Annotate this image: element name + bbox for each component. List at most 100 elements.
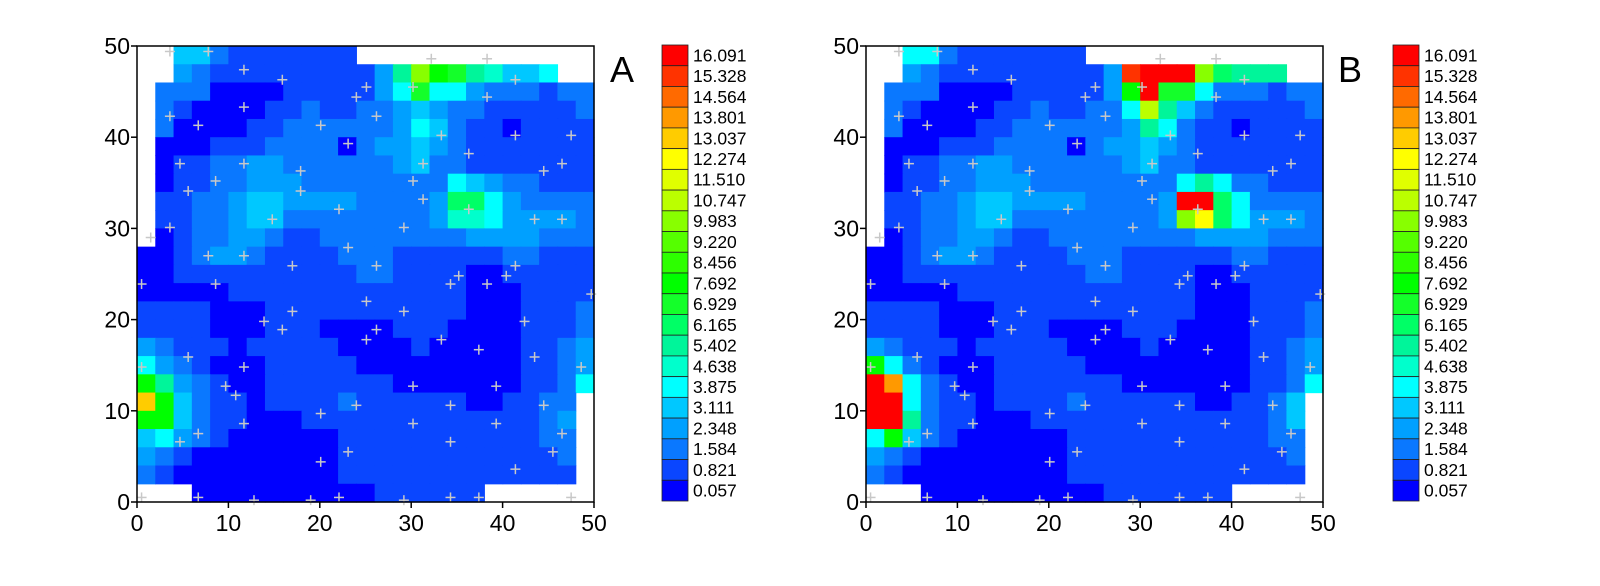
- heatmap-cell: [137, 319, 156, 339]
- heatmap-cell: [1249, 283, 1269, 302]
- x-tick-label: 20: [307, 510, 333, 536]
- heatmap-cell: [1249, 228, 1269, 248]
- heatmap-cell: [191, 283, 211, 302]
- x-tick-label: 10: [216, 510, 242, 536]
- heatmap-cell: [1085, 374, 1105, 394]
- heatmap-cell: [228, 173, 248, 193]
- colorbar-label: 0.057: [693, 481, 737, 501]
- heatmap-cell: [1030, 392, 1050, 412]
- heatmap-cell: [520, 356, 540, 375]
- heatmap-cell: [920, 447, 940, 467]
- colorbar-swatch: [661, 210, 689, 232]
- heatmap-cell: [191, 264, 211, 284]
- sample-point: [967, 418, 978, 429]
- heatmap-cell: [1195, 137, 1214, 157]
- heatmap-cell: [246, 100, 266, 120]
- colorbar-label: 12.274: [693, 149, 747, 169]
- heatmap-cell: [484, 173, 504, 193]
- heatmap-cell: [1121, 264, 1141, 284]
- heatmap-cell: [1067, 356, 1086, 375]
- heatmap-cell: [993, 137, 1013, 157]
- colorbar-label: 2.348: [1424, 418, 1468, 438]
- heatmap-cell: [1085, 64, 1105, 84]
- colorbar-swatch: [1392, 417, 1420, 440]
- heatmap-cell: [1158, 356, 1178, 375]
- heatmap-cell: [210, 465, 229, 485]
- heatmap-cell: [429, 118, 449, 138]
- heatmap-cell: [902, 301, 922, 321]
- heatmap-cell: [993, 465, 1013, 485]
- heatmap-cell: [993, 392, 1013, 412]
- heatmap-cell: [301, 319, 321, 339]
- sample-point: [174, 436, 185, 447]
- heatmap-cell: [1121, 319, 1141, 339]
- heatmap-cell: [155, 356, 175, 375]
- heatmap-cell: [191, 64, 211, 84]
- heatmap-cell: [374, 410, 394, 430]
- heatmap-cell: [1085, 301, 1105, 321]
- sample-point: [418, 158, 429, 169]
- heatmap-cell: [1140, 392, 1160, 412]
- heatmap-cell: [264, 374, 284, 394]
- heatmap-cell: [1103, 137, 1123, 157]
- sample-point: [1267, 165, 1278, 176]
- heatmap-cell: [1249, 410, 1269, 430]
- heatmap-cell: [1195, 155, 1214, 175]
- sample-point: [1248, 316, 1259, 327]
- colorbar-label: 15.328: [1424, 66, 1478, 86]
- sample-point: [1072, 138, 1083, 149]
- heatmap-cell: [283, 246, 303, 266]
- heatmap-cell: [1286, 374, 1306, 394]
- y-tick-label: 10: [104, 398, 130, 424]
- heatmap-cell: [1286, 246, 1306, 266]
- heatmap-cell: [374, 100, 394, 120]
- heatmap-cell: [1195, 246, 1214, 266]
- heatmap-cell: [920, 137, 940, 157]
- plot-frame: [865, 45, 1324, 503]
- heatmap-cell: [1158, 100, 1178, 120]
- heatmap-cell: [1085, 447, 1105, 467]
- heatmap-cell: [137, 246, 156, 266]
- heatmap-cell: [484, 118, 504, 138]
- heatmap-cell: [356, 356, 376, 375]
- heatmap-cell: [356, 410, 376, 430]
- heatmap-cell: [866, 319, 885, 339]
- heatmap-cell: [1121, 100, 1141, 120]
- heatmap-cell: [939, 46, 958, 65]
- heatmap-cell: [1195, 465, 1214, 485]
- heatmap-cell: [575, 356, 595, 375]
- heatmap-cell: [1030, 64, 1050, 84]
- colorbar-swatch: [661, 231, 689, 253]
- sample-point: [1286, 158, 1297, 169]
- heatmap-cell: [993, 483, 1013, 503]
- sample-point: [996, 214, 1007, 225]
- heatmap-cell: [1268, 374, 1288, 394]
- heatmap-cell: [210, 392, 229, 412]
- heatmap-cell: [191, 82, 211, 102]
- heatmap-cell: [902, 64, 922, 84]
- sample-point: [295, 165, 306, 176]
- colorbar-label: 9.983: [1424, 211, 1468, 231]
- heatmap-cell: [301, 246, 321, 266]
- heatmap-cell: [1085, 283, 1105, 302]
- heatmap-cell: [502, 410, 522, 430]
- heatmap-cell: [1121, 410, 1141, 430]
- sample-point: [1155, 53, 1166, 64]
- sample-point: [1165, 130, 1176, 141]
- heatmap-cell: [1121, 374, 1141, 394]
- x-tick-label: 50: [581, 510, 607, 536]
- sample-point: [408, 175, 419, 186]
- heatmap-cell: [264, 301, 284, 321]
- colorbar-label: 14.564: [1424, 87, 1478, 107]
- heatmap-cell: [1286, 429, 1306, 448]
- sample-point: [1100, 260, 1111, 271]
- heatmap-cell: [1030, 337, 1050, 357]
- heatmap-cell: [191, 465, 211, 485]
- heatmap-cell: [392, 337, 412, 357]
- heatmap-cell: [1268, 392, 1288, 412]
- colorbar-swatch: [1392, 376, 1420, 398]
- heatmap-cell: [392, 264, 412, 284]
- colorbar-swatch: [1392, 479, 1420, 502]
- heatmap-cell: [210, 337, 229, 357]
- heatmap-cell: [502, 392, 522, 412]
